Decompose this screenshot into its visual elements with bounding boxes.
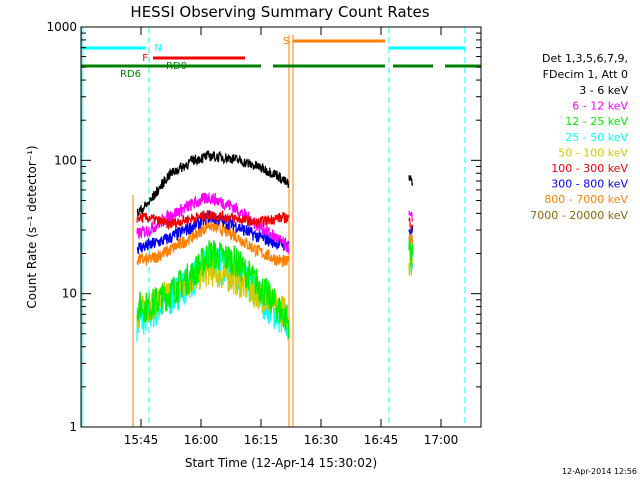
y-axis-label: Count Rate (s⁻¹ detector⁻¹) — [25, 145, 39, 308]
legend: Det 1,3,5,6,7,9, FDecim 1, Att 0 3 - 6 k… — [530, 52, 628, 222]
legend-item-5: 100 - 300 keV — [551, 162, 628, 175]
legend-item-6: 300 - 800 keV — [551, 178, 628, 191]
x-tick-label-2: 16:15 — [244, 433, 279, 447]
legend-item-8: 7000 - 20000 keV — [530, 209, 628, 222]
state-label-rd0: RD0 — [166, 61, 187, 72]
series-trace-2-1 — [408, 235, 414, 266]
chart-title: HESSI Observing Summary Count Rates — [130, 3, 429, 21]
footer-timestamp: 12-Apr-2014 12:56 — [562, 467, 637, 476]
legend-item-3: 25 - 50 keV — [565, 131, 628, 144]
series-trace-5-1 — [408, 217, 414, 230]
legend-item-1: 6 - 12 keV — [572, 100, 628, 113]
y-tick-label-0: 1 — [69, 420, 77, 434]
y-axis: 1 10 100 1000 — [46, 20, 481, 434]
legend-item-4: 50 - 100 keV — [558, 146, 628, 159]
x-tick-label-0: 15:45 — [124, 433, 159, 447]
state-label-n: N — [154, 43, 161, 54]
series-trace-7-0 — [136, 218, 290, 268]
x-tick-label-3: 16:30 — [304, 433, 339, 447]
x-tick-label-5: 17:00 — [424, 433, 459, 447]
y-tick-label-1: 10 — [62, 287, 77, 301]
x-tick-label-1: 16:00 — [184, 433, 219, 447]
plot-frame — [80, 26, 482, 428]
plot-area: NF RD0 RD6 S — [81, 27, 481, 427]
legend-item-2: 12 - 25 keV — [565, 115, 628, 128]
series-trace-6-1 — [408, 225, 414, 235]
series-trace-0-0 — [136, 150, 290, 216]
x-axis-label: Start Time (12-Apr-14 15:30:02) — [185, 456, 377, 470]
state-label-f: F — [142, 53, 148, 64]
series-trace-0-1 — [408, 175, 414, 186]
state-label-rd6: RD6 — [120, 69, 141, 80]
y-tick-label-2: 100 — [54, 153, 77, 167]
x-axis: 15:45 16:00 16:15 16:30 16:45 17:00 — [124, 27, 459, 447]
legend-item-7: 800 - 7000 keV — [544, 193, 628, 206]
legend-header-1: Det 1,3,5,6,7,9, — [542, 52, 628, 65]
series-trace-5-0 — [136, 209, 290, 230]
series-trace-1-1 — [408, 210, 414, 222]
legend-header-2: FDecim 1, Att 0 — [543, 68, 628, 81]
y-tick-label-3: 1000 — [46, 20, 77, 34]
series-trace-7-1 — [408, 228, 414, 245]
series-trace-1-0 — [136, 192, 290, 254]
x-tick-label-4: 16:45 — [364, 433, 399, 447]
legend-item-0: 3 - 6 keV — [579, 84, 628, 97]
series-trace-2-0 — [136, 240, 290, 339]
state-label-s: S — [283, 36, 289, 47]
